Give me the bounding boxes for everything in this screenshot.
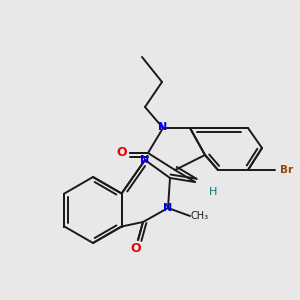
- Text: H: H: [209, 187, 217, 197]
- Text: N: N: [140, 155, 150, 165]
- Text: N: N: [164, 203, 172, 213]
- Text: CH₃: CH₃: [191, 211, 209, 221]
- Text: N: N: [158, 122, 168, 132]
- Text: Br: Br: [280, 165, 294, 175]
- Text: O: O: [117, 146, 127, 160]
- Text: O: O: [131, 242, 141, 254]
